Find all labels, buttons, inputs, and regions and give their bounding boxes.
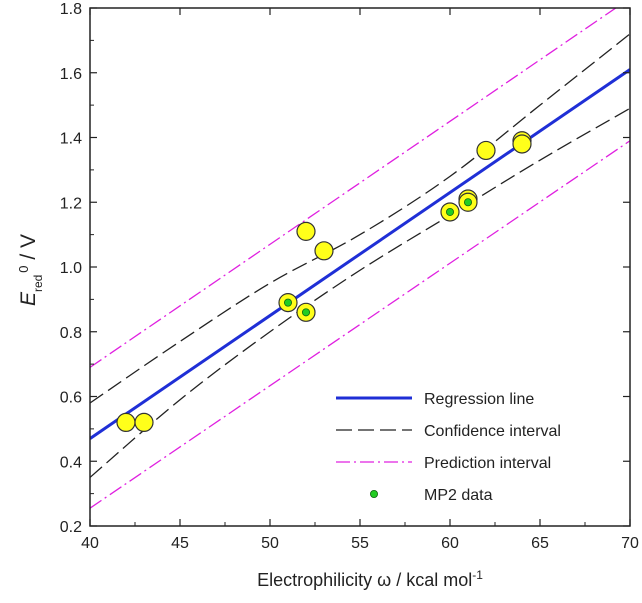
x-tick-label: 60 (441, 535, 459, 552)
legend-label: MP2 data (424, 487, 493, 504)
data-point (134, 412, 154, 432)
legend-item-prediction: Prediction interval (336, 455, 551, 472)
mp2-point-marker (283, 298, 292, 307)
prediction-interval-upper (90, 8, 617, 368)
mp2-point (296, 302, 316, 322)
y-tick-label: 1.8 (60, 1, 82, 18)
data-point-marker (296, 221, 316, 241)
legend-item-regression: Regression line (336, 391, 534, 408)
x-tick-label: 40 (81, 535, 99, 552)
data-point (116, 412, 136, 432)
data-point (476, 140, 496, 161)
legend-label: Prediction interval (424, 455, 551, 472)
x-tick-label: 65 (531, 535, 549, 552)
y-tick-label: 1.0 (60, 260, 82, 277)
data-point-marker (134, 412, 154, 432)
y-axis-ticks: 0.2 0.4 0.6 0.8 1.0 1.2 1.4 1.6 1.8 (60, 1, 630, 536)
legend: Regression line Confidence interval Predic… (336, 391, 561, 504)
data-point-marker (314, 241, 334, 261)
x-axis-ticks: 40 45 50 55 60 65 70 (81, 8, 639, 552)
y-tick-label: 0.4 (60, 454, 82, 471)
data-point (296, 221, 316, 241)
y-tick-label: 1.2 (60, 195, 82, 212)
data-markers (116, 131, 532, 432)
legend-swatch-mp2 (369, 489, 378, 498)
confidence-interval-lower (90, 107, 630, 478)
x-tick-label: 50 (261, 535, 279, 552)
y-tick-label: 0.6 (60, 390, 82, 407)
data-point-marker (512, 134, 532, 154)
x-tick-label: 45 (171, 535, 189, 552)
legend-label: Regression line (424, 391, 534, 408)
mp2-point-marker (463, 198, 472, 207)
data-point-marker (476, 140, 496, 161)
x-axis-title: Electrophilicity ω / kcal mol-1 (257, 568, 483, 590)
regression-line (90, 68, 630, 440)
legend-item-mp2: MP2 data (369, 487, 493, 504)
data-point (512, 134, 532, 154)
mp2-point (458, 192, 478, 212)
y-tick-label: 0.8 (60, 325, 82, 342)
legend-item-confidence: Confidence interval (336, 423, 561, 440)
mp2-point (278, 293, 298, 313)
confidence-interval-upper (90, 33, 630, 404)
mp2-point-marker (445, 207, 454, 216)
legend-label: Confidence interval (424, 423, 561, 440)
y-tick-label: 1.4 (60, 131, 82, 148)
data-point (314, 241, 334, 261)
prediction-interval-lower (90, 140, 630, 509)
plot-frame (89, 7, 631, 527)
mp2-point-marker (301, 308, 310, 317)
mp2-point (440, 202, 460, 222)
x-tick-label: 55 (351, 535, 369, 552)
y-axis-title: Ered0 / V (16, 234, 46, 306)
y-tick-label: 0.2 (60, 519, 82, 536)
regression-layer (90, 68, 630, 440)
data-point-marker (116, 412, 136, 432)
x-tick-label: 70 (621, 535, 639, 552)
y-tick-label: 1.6 (60, 66, 82, 83)
interval-bands (90, 8, 630, 509)
